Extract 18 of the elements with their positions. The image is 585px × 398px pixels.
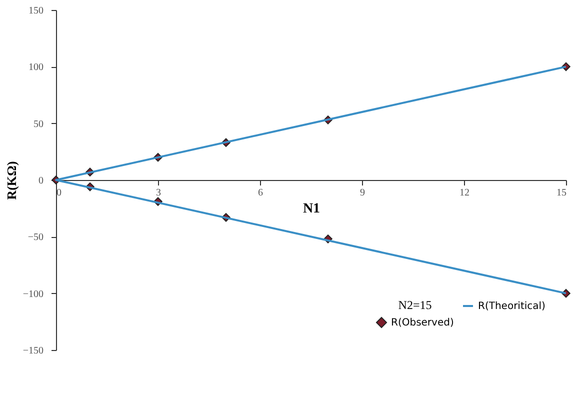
legend-title: N2=15 bbox=[398, 298, 432, 312]
y-tick-label: 100 bbox=[28, 62, 44, 74]
y-axis-title: R(KΩ) bbox=[4, 161, 19, 200]
y-tick-label: −150 bbox=[22, 346, 44, 356]
x-tick-label: 15 bbox=[556, 188, 566, 198]
y-tick-label: 50 bbox=[34, 118, 44, 130]
x-tick-label: 3 bbox=[156, 188, 161, 198]
x-axis-title: N1 bbox=[302, 202, 320, 216]
x-tick-label: 12 bbox=[460, 188, 470, 198]
legend-label: R(Observed) bbox=[391, 318, 454, 328]
x-tick-label: 6 bbox=[258, 188, 263, 198]
legend-label: R(Theoritical) bbox=[478, 301, 546, 312]
y-tick-label: 150 bbox=[28, 6, 44, 16]
y-tick-label: −100 bbox=[22, 288, 44, 300]
y-tick-label: −50 bbox=[28, 232, 44, 244]
x-tick-label: 0 bbox=[56, 188, 62, 198]
y-tick-label: 0 bbox=[38, 176, 44, 186]
x-tick-label: 9 bbox=[360, 188, 365, 198]
